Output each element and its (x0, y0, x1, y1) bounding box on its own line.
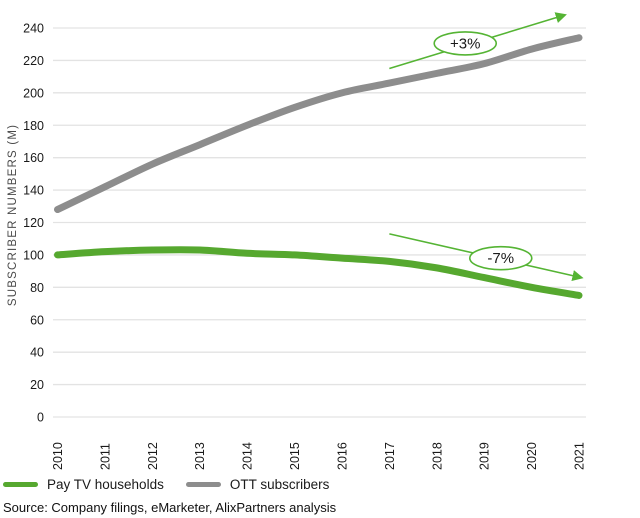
annotation-label: +3% (450, 35, 480, 52)
y-tick-label: 80 (30, 281, 44, 295)
x-tick-label: 2010 (51, 442, 65, 470)
y-tick-label: 100 (23, 248, 44, 262)
x-tick-label: 2011 (98, 443, 112, 470)
x-tick-label: 2014 (241, 442, 255, 470)
y-tick-label: 220 (23, 54, 44, 68)
annotation-ellipse (433, 31, 498, 56)
ott-line-swatch (185, 482, 221, 487)
series-line-pay-tv-households (54, 246, 583, 299)
y-tick-label: 160 (23, 151, 44, 165)
legend-item-pay-tv: Pay TV households (3, 477, 164, 492)
y-tick-label: 180 (23, 119, 44, 133)
pay-tv-line-swatch (3, 482, 38, 487)
x-tick-label: 2016 (335, 442, 349, 470)
x-tick-label: 2018 (430, 442, 444, 470)
y-tick-label: 240 (23, 22, 44, 36)
x-tick-label: 2017 (383, 442, 397, 470)
subscriber-trend-chart: 0 20 40 60 80 100 120 140 160 180 200 220 240 SUBSCRI… (7, 12, 587, 470)
y-tick-label: 200 (23, 86, 44, 100)
y-tick-label: 120 (23, 216, 44, 230)
legend-item-ott: OTT subscribers (185, 477, 330, 492)
y-tick-label: 40 (30, 346, 44, 360)
x-tick-label: 2021 (573, 442, 587, 470)
legend-label-pay-tv: Pay TV households (47, 477, 164, 492)
y-tick-label: 140 (23, 184, 44, 198)
x-tick-label: 2012 (146, 442, 160, 470)
y-tick-label: 0 (37, 411, 44, 425)
annotation-ellipse (468, 245, 533, 271)
y-axis-title: SUBSCRIBER NUMBERS (M) (7, 124, 19, 306)
source-note: Source: Company filings, eMarketer, Alix… (3, 500, 337, 515)
y-tick-label: 20 (30, 378, 44, 392)
chart-legend: Pay TV households OTT subscribers (3, 477, 329, 492)
x-tick-label: 2013 (193, 442, 207, 470)
x-tick-label: 2020 (525, 442, 539, 470)
series-line-ott-subscribers (54, 34, 583, 214)
x-tick-label: 2019 (478, 442, 492, 470)
annotation-label: -7% (487, 250, 514, 267)
legend-label-ott: OTT subscribers (229, 477, 330, 492)
x-tick-label: 2015 (288, 442, 302, 470)
y-tick-label: 60 (30, 313, 44, 327)
